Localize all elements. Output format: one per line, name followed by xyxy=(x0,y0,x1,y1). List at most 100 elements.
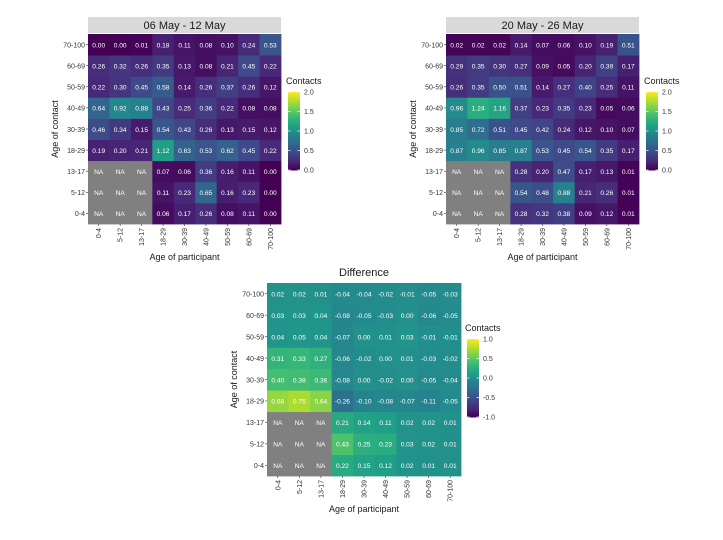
cell-label: -0.10 xyxy=(356,399,371,406)
cell-label: 0.01 xyxy=(622,211,635,218)
cell-label: 0.38 xyxy=(293,377,306,384)
y-tick-label: 40-49 xyxy=(425,106,443,113)
heatmap-cell xyxy=(88,55,110,77)
legend-gradient-step xyxy=(467,362,479,365)
cell-label: 0.05 xyxy=(293,334,306,341)
legend-gradient-step xyxy=(288,113,300,116)
legend-gradient-step xyxy=(467,387,479,391)
x-tick-label: 0-4 xyxy=(275,480,282,490)
cell-label: 0.45 xyxy=(242,63,255,70)
heatmap-cell xyxy=(130,55,153,77)
heatmap-cell xyxy=(574,118,597,140)
heatmap-cell xyxy=(467,55,490,77)
legend-gradient-step xyxy=(467,350,479,354)
cell-label: 0.14 xyxy=(358,420,371,427)
legend-gradient-step xyxy=(288,164,300,167)
heatmap-cell xyxy=(396,454,419,477)
cell-label: 0.26 xyxy=(92,63,105,70)
heatmap-cell xyxy=(238,181,260,204)
heatmap-cell xyxy=(152,202,175,225)
cell-label: 0.03 xyxy=(401,442,414,449)
heatmap-cell xyxy=(267,390,289,413)
heatmap-cell xyxy=(396,411,419,434)
cell-label: 0.47 xyxy=(558,169,571,176)
legend-gradient-step xyxy=(467,356,479,359)
legend-gradient-step xyxy=(467,409,479,412)
y-tick-label: 50-59 xyxy=(246,334,264,341)
cell-label: 0.63 xyxy=(178,148,191,155)
cell-label: 0.12 xyxy=(579,127,592,134)
legend-tick-label: 0.0 xyxy=(304,168,314,175)
legend-gradient-step xyxy=(467,383,479,387)
cell-label: 0.34 xyxy=(114,127,127,134)
legend-gradient-step xyxy=(288,168,300,171)
heatmap-cell xyxy=(417,283,440,305)
legend-gradient-step xyxy=(288,166,300,169)
panel-title-strip xyxy=(446,17,639,33)
cell-label: 0.01 xyxy=(135,42,148,49)
cell-label: 0.37 xyxy=(221,85,234,92)
heatmap-cell xyxy=(531,97,554,119)
cell-label: 0.31 xyxy=(271,356,284,363)
heatmap-cell xyxy=(331,304,354,327)
cell-label: 0.85 xyxy=(493,148,506,155)
heatmap-cell xyxy=(267,283,289,305)
heatmap-cell xyxy=(439,454,462,477)
legend-gradient-step xyxy=(646,148,658,151)
heatmap-cell xyxy=(331,411,354,434)
cell-label: 0.00 xyxy=(264,169,277,176)
legend-gradient-step xyxy=(288,103,300,107)
cell-label: 0.00 xyxy=(264,211,277,218)
legend-gradient-step xyxy=(467,381,479,385)
legend-tick-label: 0.5 xyxy=(304,148,314,155)
heatmap-cell xyxy=(396,390,419,413)
cell-label: NA xyxy=(495,211,505,218)
cell-label: NA xyxy=(452,190,462,197)
cell-label: NA xyxy=(495,169,505,176)
heatmap-cell xyxy=(267,347,289,370)
legend-gradient-step xyxy=(467,403,479,406)
legend-gradient-step xyxy=(467,397,479,400)
heatmap-cell xyxy=(310,411,333,434)
legend-gradient-step xyxy=(646,113,658,116)
heatmap-cell xyxy=(510,55,533,77)
x-tick-label: 40-49 xyxy=(561,228,568,246)
legend-gradient-step xyxy=(288,146,300,150)
cell-label: 0.05 xyxy=(600,106,613,113)
legend-gradient-step xyxy=(288,95,300,99)
cell-label: 0.21 xyxy=(221,63,234,70)
cell-label: 0.22 xyxy=(336,463,349,470)
cell-label: 0.53 xyxy=(536,148,549,155)
heatmap-cell xyxy=(488,160,511,183)
cell-label: 0.00 xyxy=(92,42,105,49)
cell-label: NA xyxy=(94,211,104,218)
legend-tick-label: 1.5 xyxy=(662,109,672,116)
legend-gradient-step xyxy=(288,97,300,101)
legend-gradient-step xyxy=(467,413,479,416)
legend-gradient-step xyxy=(288,99,300,103)
cell-label: 0.30 xyxy=(114,85,127,92)
cell-label: 0.01 xyxy=(622,190,635,197)
heatmap-cell xyxy=(417,454,440,477)
heatmap-cell xyxy=(238,139,260,162)
heatmap-cell xyxy=(331,454,354,477)
heatmap-cell xyxy=(488,97,511,119)
cell-label: 0.03 xyxy=(401,334,414,341)
cell-label: 0.22 xyxy=(221,106,234,113)
heatmap-cell xyxy=(216,118,239,140)
cell-label: 0.14 xyxy=(178,85,191,92)
cell-label: 0.07 xyxy=(536,42,549,49)
heatmap-cell xyxy=(331,433,354,455)
legend-gradient-step xyxy=(467,405,479,408)
heatmap-cell xyxy=(353,368,376,391)
heatmap-cell xyxy=(574,76,597,98)
cell-label: 0.26 xyxy=(200,127,213,134)
heatmap-cell xyxy=(439,411,462,434)
heatmap-cell xyxy=(617,34,640,56)
legend-gradient-step xyxy=(646,142,658,146)
cell-label: 0.19 xyxy=(92,148,105,155)
cell-label: 0.17 xyxy=(579,169,592,176)
y-tick-label: 0-4 xyxy=(254,463,264,470)
heatmap-cell xyxy=(109,139,132,162)
cell-label: 0.88 xyxy=(135,106,148,113)
